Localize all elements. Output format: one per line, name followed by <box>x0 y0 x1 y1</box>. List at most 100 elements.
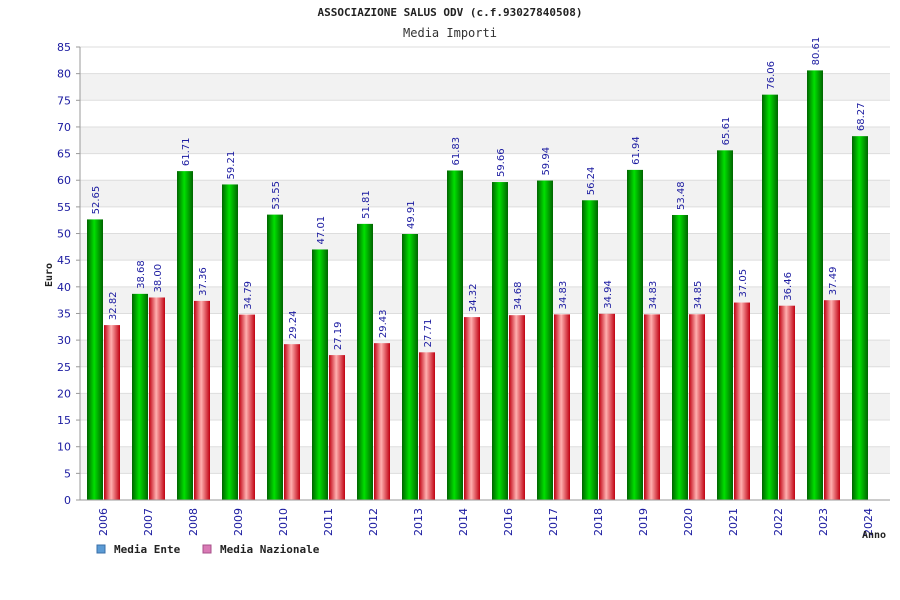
grid <box>80 46 890 501</box>
y-tick-label: 80 <box>57 68 71 81</box>
grid-band <box>80 393 890 421</box>
x-tick-label: 2012 <box>367 508 380 536</box>
value-label: 34.83 <box>558 281 569 310</box>
bar-media-nazionale[interactable] <box>824 300 840 500</box>
chart-subtitle: Media Importi <box>403 26 497 40</box>
legend-item-media-ente[interactable]: Media Ente <box>96 543 181 556</box>
bar-media-nazionale[interactable] <box>599 313 615 500</box>
legend-label-media-ente: Media Ente <box>114 543 181 556</box>
bar-media-ente[interactable] <box>807 70 823 500</box>
bar-media-ente[interactable] <box>627 169 643 500</box>
value-label: 56.24 <box>586 167 597 196</box>
value-label: 59.94 <box>541 147 552 176</box>
x-tick-label: 2018 <box>592 508 605 536</box>
value-label: 80.61 <box>811 37 822 66</box>
bar-media-ente[interactable] <box>222 184 238 500</box>
grid-band <box>80 73 890 101</box>
value-label: 53.55 <box>271 181 282 210</box>
grid-band <box>80 286 890 314</box>
y-tick-label: 25 <box>57 361 71 374</box>
y-tick-label: 85 <box>57 41 71 54</box>
y-tick-label: 30 <box>57 334 71 347</box>
value-label: 37.36 <box>198 267 209 296</box>
x-tick-label: 2007 <box>142 508 155 536</box>
value-label: 34.68 <box>513 282 524 311</box>
x-tick-label: 2023 <box>817 508 830 536</box>
bar-media-ente[interactable] <box>447 170 463 500</box>
y-tick-label: 15 <box>57 414 71 427</box>
bar-media-nazionale[interactable] <box>374 343 390 500</box>
bar-media-ente[interactable] <box>672 214 688 500</box>
value-label: 34.79 <box>243 281 254 310</box>
bar-media-ente[interactable] <box>132 293 148 500</box>
y-axis-label: Euro <box>44 263 55 287</box>
value-label: 53.48 <box>676 181 687 210</box>
bars <box>87 70 868 501</box>
bar-media-ente[interactable] <box>312 249 328 500</box>
value-labels: 52.65 32.82 38.68 38.00 61.71 37.36 59.21 34.79… <box>91 37 867 350</box>
bar-media-nazionale[interactable] <box>239 314 255 500</box>
bar-media-ente[interactable] <box>267 214 283 501</box>
bar-media-ente[interactable] <box>402 234 418 500</box>
x-tick-label: 2011 <box>322 508 335 536</box>
bar-media-ente[interactable] <box>492 182 508 500</box>
value-label: 49.91 <box>406 200 417 229</box>
bar-media-nazionale[interactable] <box>329 355 345 500</box>
value-label: 68.27 <box>856 103 867 132</box>
bar-media-ente[interactable] <box>717 150 733 501</box>
value-label: 76.06 <box>766 61 777 90</box>
value-label: 27.19 <box>333 321 344 350</box>
value-label: 61.71 <box>181 137 192 166</box>
x-tick-label: 2006 <box>97 508 110 536</box>
x-tick-label: 2014 <box>457 508 470 536</box>
bar-media-ente[interactable] <box>357 223 373 500</box>
bar-media-nazionale[interactable] <box>689 314 705 500</box>
y-axis-ticks: 0 5 10 15 20 25 30 35 40 45 50 55 60 65 70 75 80 85 <box>57 41 80 507</box>
value-label: 29.43 <box>378 310 389 339</box>
y-tick-label: 5 <box>64 467 71 480</box>
value-label: 59.66 <box>496 148 507 177</box>
x-tick-label: 2024 <box>862 508 875 536</box>
bar-media-nazionale[interactable] <box>509 315 525 500</box>
y-tick-label: 20 <box>57 387 71 400</box>
bar-media-ente[interactable] <box>537 180 553 500</box>
x-tick-label: 2008 <box>187 508 200 536</box>
x-tick-label: 2017 <box>547 508 560 536</box>
value-label: 34.94 <box>603 280 614 309</box>
value-label: 38.68 <box>136 260 147 289</box>
value-label: 34.32 <box>468 283 479 312</box>
bar-media-nazionale[interactable] <box>419 352 435 500</box>
value-label: 34.85 <box>693 281 704 310</box>
bar-media-nazionale[interactable] <box>464 317 480 500</box>
value-label: 37.05 <box>738 269 749 298</box>
bar-media-nazionale[interactable] <box>779 305 795 500</box>
bar-media-ente[interactable] <box>582 200 598 501</box>
value-label: 32.82 <box>108 291 119 320</box>
value-label: 52.65 <box>91 186 102 215</box>
bar-media-ente[interactable] <box>852 136 868 500</box>
legend-swatch-media-ente <box>96 544 106 554</box>
bar-media-nazionale[interactable] <box>554 314 570 500</box>
bar-media-nazionale[interactable] <box>149 297 165 500</box>
value-label: 34.83 <box>648 281 659 310</box>
bar-media-nazionale[interactable] <box>104 325 120 500</box>
legend-item-media-nazionale[interactable]: Media Nazionale <box>202 543 320 556</box>
bar-media-nazionale[interactable] <box>734 302 750 500</box>
bar-media-ente[interactable] <box>87 219 103 500</box>
y-tick-label: 70 <box>57 121 71 134</box>
bar-media-nazionale[interactable] <box>644 314 660 500</box>
value-label: 61.94 <box>631 136 642 165</box>
x-axis-ticks: 2006 2007 2008 2009 2010 2011 2012 2013 2014 2016… <box>97 508 875 536</box>
legend-swatch-media-nazionale <box>202 544 212 554</box>
y-tick-label: 65 <box>57 148 71 161</box>
y-tick-label: 45 <box>57 254 71 267</box>
x-tick-label: 2022 <box>772 508 785 536</box>
legend: Media Ente Media Nazionale <box>96 543 320 556</box>
bar-media-nazionale[interactable] <box>194 300 210 500</box>
x-tick-label: 2016 <box>502 508 515 536</box>
bar-media-nazionale[interactable] <box>284 344 300 500</box>
y-tick-label: 55 <box>57 201 71 214</box>
bar-media-ente[interactable] <box>177 171 193 500</box>
bar-media-ente[interactable] <box>762 94 778 500</box>
